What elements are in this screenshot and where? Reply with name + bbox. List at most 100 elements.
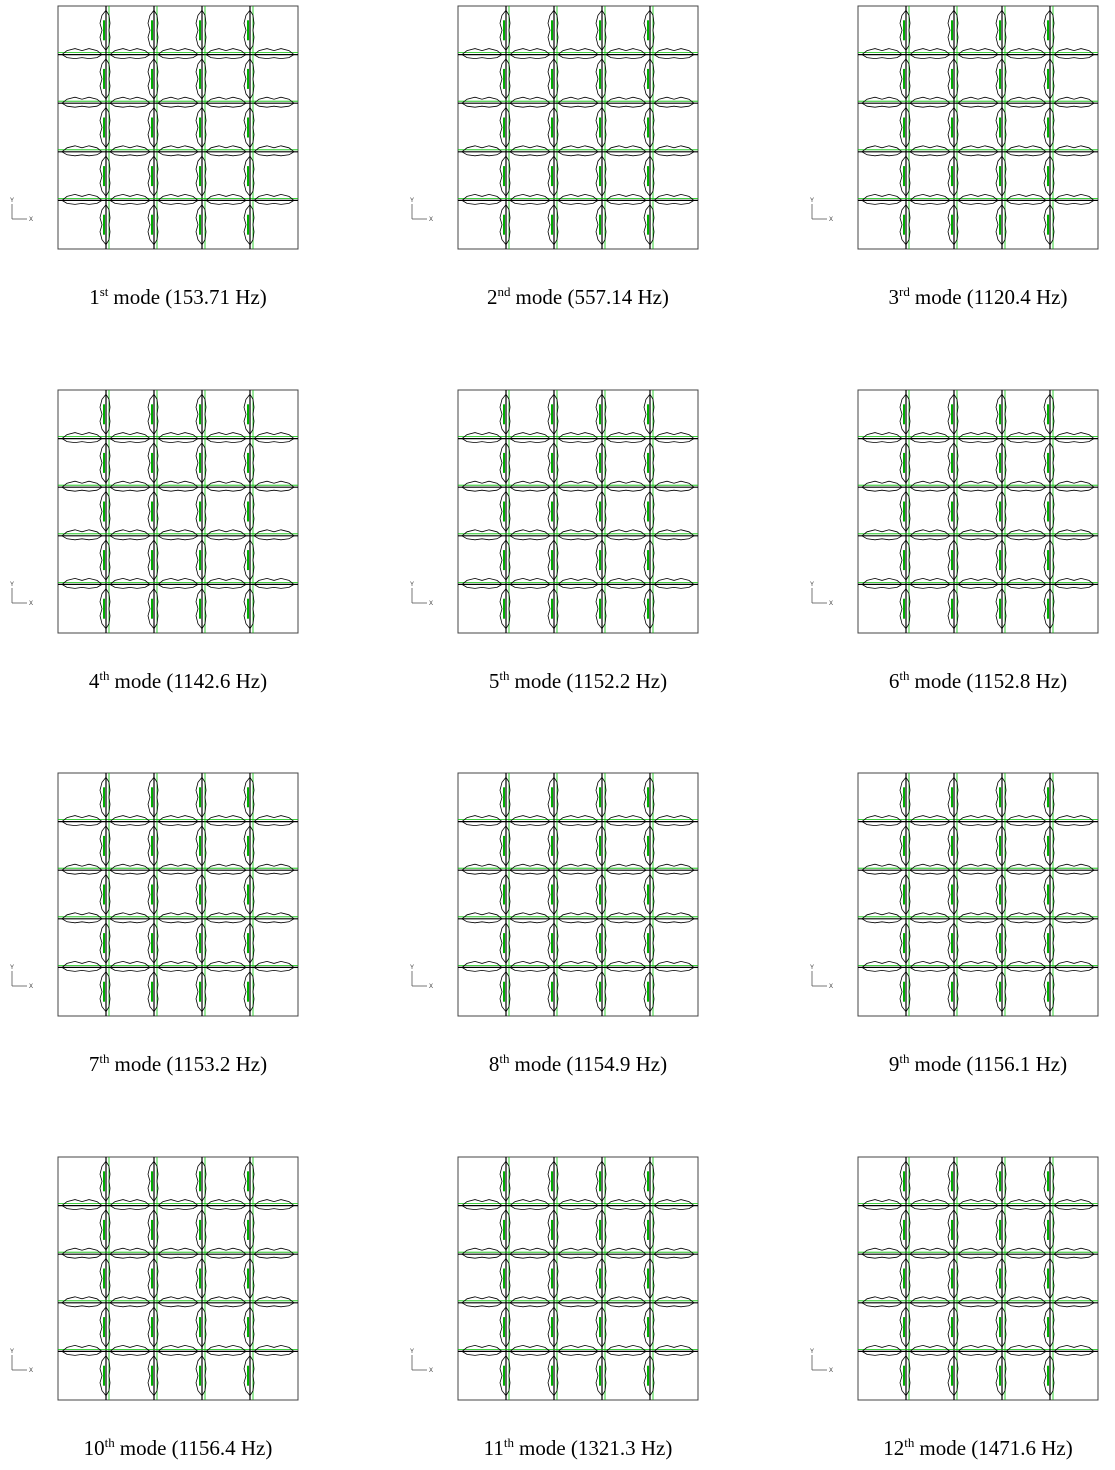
horizontal-resonator	[62, 816, 102, 826]
horizontal-resonator	[1054, 146, 1094, 156]
horizontal-resonator	[862, 1297, 902, 1307]
caption-suffix: th	[99, 1051, 110, 1066]
horizontal-resonator	[1054, 961, 1094, 971]
horizontal-resonator	[62, 578, 102, 588]
horizontal-resonator	[110, 1248, 150, 1258]
horizontal-resonator	[206, 913, 246, 923]
horizontal-resonator	[1054, 49, 1094, 59]
horizontal-resonator	[1006, 1297, 1046, 1307]
horizontal-resonator	[606, 97, 646, 107]
horizontal-resonator	[958, 481, 998, 491]
horizontal-resonator	[910, 433, 950, 443]
horizontal-resonator	[910, 961, 950, 971]
horizontal-resonator	[62, 97, 102, 107]
horizontal-resonator	[558, 1248, 598, 1258]
horizontal-resonator	[558, 481, 598, 491]
panel-frame	[58, 773, 298, 1016]
horizontal-resonator	[110, 1297, 150, 1307]
mode-shape-panel: YX	[810, 390, 1098, 633]
panel-frame	[458, 390, 698, 633]
caption: 11thmode (1321.3 Hz)	[484, 1435, 673, 1460]
caption-suffix: th	[105, 1435, 116, 1450]
caption-suffix: th	[899, 668, 910, 683]
panel-frame	[858, 6, 1098, 249]
horizontal-resonator	[1006, 578, 1046, 588]
horizontal-resonator	[62, 530, 102, 540]
horizontal-resonator	[158, 1297, 198, 1307]
horizontal-resonator	[1006, 864, 1046, 874]
horizontal-resonator	[1006, 913, 1046, 923]
horizontal-resonator	[958, 49, 998, 59]
mode-shape-panel: YX	[810, 6, 1098, 249]
caption-text: mode (1154.9 Hz)	[515, 1052, 668, 1076]
horizontal-resonator	[654, 49, 694, 59]
axis-y-label: Y	[10, 1349, 14, 1355]
horizontal-resonator	[862, 146, 902, 156]
mode-shape-panel: YX	[10, 773, 298, 1016]
horizontal-resonator	[510, 1200, 550, 1210]
caption-ordinal: 1	[89, 285, 100, 309]
horizontal-resonator	[158, 530, 198, 540]
caption-ordinal: 4	[89, 669, 100, 693]
horizontal-resonator	[254, 146, 294, 156]
horizontal-resonator	[606, 1248, 646, 1258]
panel-frame	[458, 1157, 698, 1400]
horizontal-resonator	[910, 816, 950, 826]
caption-suffix: th	[504, 1435, 515, 1450]
panel-frame	[58, 1157, 298, 1400]
horizontal-resonator	[206, 1297, 246, 1307]
horizontal-resonator	[1054, 1297, 1094, 1307]
mode-shape-panel: YX	[10, 1157, 298, 1400]
horizontal-resonator	[606, 530, 646, 540]
horizontal-resonator	[510, 864, 550, 874]
caption-suffix: th	[499, 1051, 510, 1066]
horizontal-resonator	[510, 1248, 550, 1258]
caption-ordinal: 5	[489, 669, 500, 693]
horizontal-resonator	[606, 1200, 646, 1210]
horizontal-resonator	[910, 530, 950, 540]
horizontal-resonator	[206, 1248, 246, 1258]
axis-y-label: Y	[810, 965, 814, 971]
horizontal-resonator	[510, 1297, 550, 1307]
axis-y-label: Y	[410, 965, 414, 971]
horizontal-resonator	[1054, 864, 1094, 874]
horizontal-resonator	[606, 49, 646, 59]
caption-suffix: st	[100, 284, 109, 299]
horizontal-resonator	[958, 1297, 998, 1307]
axis-x-label: X	[29, 984, 33, 990]
horizontal-resonator	[654, 194, 694, 204]
horizontal-resonator	[206, 961, 246, 971]
horizontal-resonator	[110, 816, 150, 826]
axis-y-label: Y	[10, 582, 14, 588]
horizontal-resonator	[558, 1200, 598, 1210]
axis-x-label: X	[429, 984, 433, 990]
horizontal-resonator	[462, 433, 502, 443]
horizontal-resonator	[910, 49, 950, 59]
horizontal-resonator	[862, 433, 902, 443]
caption: 9thmode (1156.1 Hz)	[889, 1051, 1067, 1076]
horizontal-resonator	[910, 146, 950, 156]
horizontal-resonator	[654, 913, 694, 923]
horizontal-resonator	[606, 1345, 646, 1355]
horizontal-resonator	[910, 1200, 950, 1210]
horizontal-resonator	[1054, 194, 1094, 204]
horizontal-resonator	[206, 578, 246, 588]
horizontal-resonator	[654, 1345, 694, 1355]
horizontal-resonator	[958, 816, 998, 826]
caption: 1stmode (153.71 Hz)	[89, 284, 267, 309]
horizontal-resonator	[606, 864, 646, 874]
horizontal-resonator	[606, 913, 646, 923]
horizontal-resonator	[606, 1297, 646, 1307]
horizontal-resonator	[958, 146, 998, 156]
horizontal-resonator	[254, 433, 294, 443]
horizontal-resonator	[206, 146, 246, 156]
horizontal-resonator	[158, 1248, 198, 1258]
caption-suffix: th	[499, 668, 510, 683]
horizontal-resonator	[254, 816, 294, 826]
horizontal-resonator	[206, 433, 246, 443]
horizontal-resonator	[510, 49, 550, 59]
horizontal-resonator	[862, 1248, 902, 1258]
horizontal-resonator	[462, 49, 502, 59]
horizontal-resonator	[606, 578, 646, 588]
horizontal-resonator	[910, 481, 950, 491]
